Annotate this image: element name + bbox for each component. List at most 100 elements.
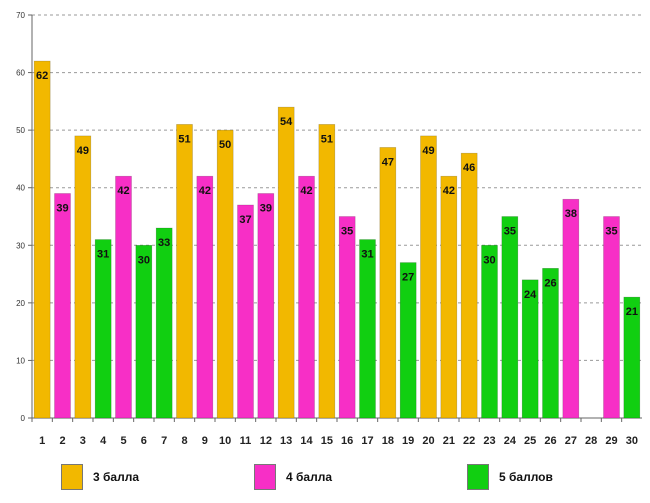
bar-value-label-7: 33: [158, 237, 170, 249]
bar-26: [542, 268, 559, 419]
bar-value-label-4: 31: [97, 249, 109, 261]
x-tick-label-24: 24: [504, 435, 517, 447]
legend-label-3-balla: 3 балла: [93, 470, 140, 484]
x-tick-label-7: 7: [161, 435, 167, 447]
x-tick-label-16: 16: [341, 435, 353, 447]
y-tick-label-10: 10: [16, 356, 25, 365]
bar-value-label-18: 47: [382, 156, 394, 168]
y-tick-label-30: 30: [16, 241, 25, 250]
x-tick-label-11: 11: [240, 435, 252, 447]
x-tick-label-13: 13: [280, 435, 292, 447]
y-tick-label-20: 20: [16, 299, 25, 308]
bar-16: [338, 216, 356, 419]
bar-17: [359, 239, 376, 419]
x-tick-label-18: 18: [382, 435, 394, 447]
bar-value-label-21: 42: [443, 185, 455, 197]
x-tick-label-22: 22: [463, 435, 475, 447]
bar-value-label-22: 46: [463, 162, 475, 174]
x-tick-label-29: 29: [605, 435, 617, 447]
x-tick-label-2: 2: [59, 435, 65, 447]
y-tick-label-70: 70: [16, 11, 25, 20]
x-tick-label-3: 3: [80, 435, 86, 447]
bar-11: [237, 204, 254, 419]
x-tick-label-14: 14: [300, 435, 313, 447]
x-tick-label-17: 17: [361, 435, 373, 447]
y-tick-label-0: 0: [21, 414, 26, 423]
bar-7: [155, 227, 173, 419]
bar-value-label-2: 39: [56, 202, 68, 214]
bar-value-label-26: 26: [544, 277, 556, 289]
x-tick-label-20: 20: [422, 435, 434, 447]
x-tick-label-9: 9: [202, 435, 208, 447]
legend-label-4-balla: 4 балла: [286, 470, 333, 484]
bar-4: [94, 239, 112, 419]
bar-value-label-23: 30: [483, 254, 495, 266]
bar-value-label-30: 21: [626, 306, 638, 318]
x-tick-label-27: 27: [565, 435, 577, 447]
legend-swatch-5-ballov: [467, 464, 489, 490]
bar-24: [501, 216, 519, 419]
bar-value-label-19: 27: [402, 272, 414, 284]
bar-chart: 0102030405060701622393494315426307338519…: [16, 11, 642, 447]
legend-item-3-balla: 3 балла: [61, 464, 139, 490]
x-tick-label-23: 23: [483, 435, 495, 447]
bar-18: [379, 147, 397, 419]
bar-value-label-13: 54: [280, 116, 293, 128]
bar-value-label-11: 37: [239, 214, 251, 226]
x-tick-label-19: 19: [402, 435, 414, 447]
bar-8: [176, 124, 193, 419]
legend-item-5-ballov: 5 баллов: [467, 464, 553, 490]
bar-9: [196, 175, 214, 419]
legend-item-4-balla: 4 балла: [254, 464, 332, 490]
legend-label-5-ballov: 5 баллов: [499, 470, 553, 484]
y-tick-label-40: 40: [16, 184, 25, 193]
bar-22: [460, 152, 478, 419]
bar-value-label-10: 50: [219, 139, 231, 151]
bar-value-label-24: 35: [504, 226, 516, 238]
bar-10: [216, 129, 234, 419]
x-tick-label-1: 1: [39, 435, 45, 447]
bar-30: [623, 296, 641, 419]
bar-2: [54, 193, 71, 419]
x-tick-label-26: 26: [544, 435, 556, 447]
x-tick-label-21: 21: [443, 435, 455, 447]
x-tick-label-25: 25: [524, 435, 536, 447]
bar-6: [135, 244, 153, 419]
bar-value-label-12: 39: [260, 202, 272, 214]
bar-value-label-20: 49: [422, 145, 434, 157]
bar-value-label-16: 35: [341, 226, 353, 238]
bar-value-label-8: 51: [178, 133, 190, 145]
bar-value-label-3: 49: [77, 145, 89, 157]
bar-25: [521, 279, 539, 419]
x-tick-label-30: 30: [626, 435, 638, 447]
y-tick-label-50: 50: [16, 126, 25, 135]
bar-5: [115, 175, 132, 419]
bar-19: [399, 262, 417, 419]
x-tick-label-8: 8: [181, 435, 187, 447]
bar-1: [33, 60, 51, 419]
x-tick-label-28: 28: [585, 435, 597, 447]
bar-value-label-14: 42: [300, 185, 312, 197]
bar-value-label-15: 51: [321, 133, 333, 145]
y-tick-label-60: 60: [16, 69, 25, 78]
bar-23: [481, 244, 498, 419]
x-tick-label-4: 4: [100, 435, 107, 447]
bar-value-label-27: 38: [565, 208, 577, 220]
bar-value-label-9: 42: [199, 185, 211, 197]
bar-14: [298, 175, 315, 419]
bar-value-label-25: 24: [524, 289, 537, 301]
bar-value-label-29: 35: [605, 226, 617, 238]
bar-13: [277, 106, 295, 419]
x-tick-label-10: 10: [219, 435, 231, 447]
legend-swatch-3-balla: [61, 464, 83, 490]
bar-21: [440, 175, 458, 419]
bar-value-label-5: 42: [117, 185, 129, 197]
bar-20: [420, 135, 437, 419]
x-tick-label-12: 12: [260, 435, 272, 447]
x-tick-label-6: 6: [141, 435, 147, 447]
bar-value-label-17: 31: [361, 249, 373, 261]
x-tick-label-5: 5: [120, 435, 126, 447]
bar-15: [318, 124, 336, 419]
bar-27: [562, 198, 580, 419]
bar-value-label-6: 30: [138, 254, 150, 266]
